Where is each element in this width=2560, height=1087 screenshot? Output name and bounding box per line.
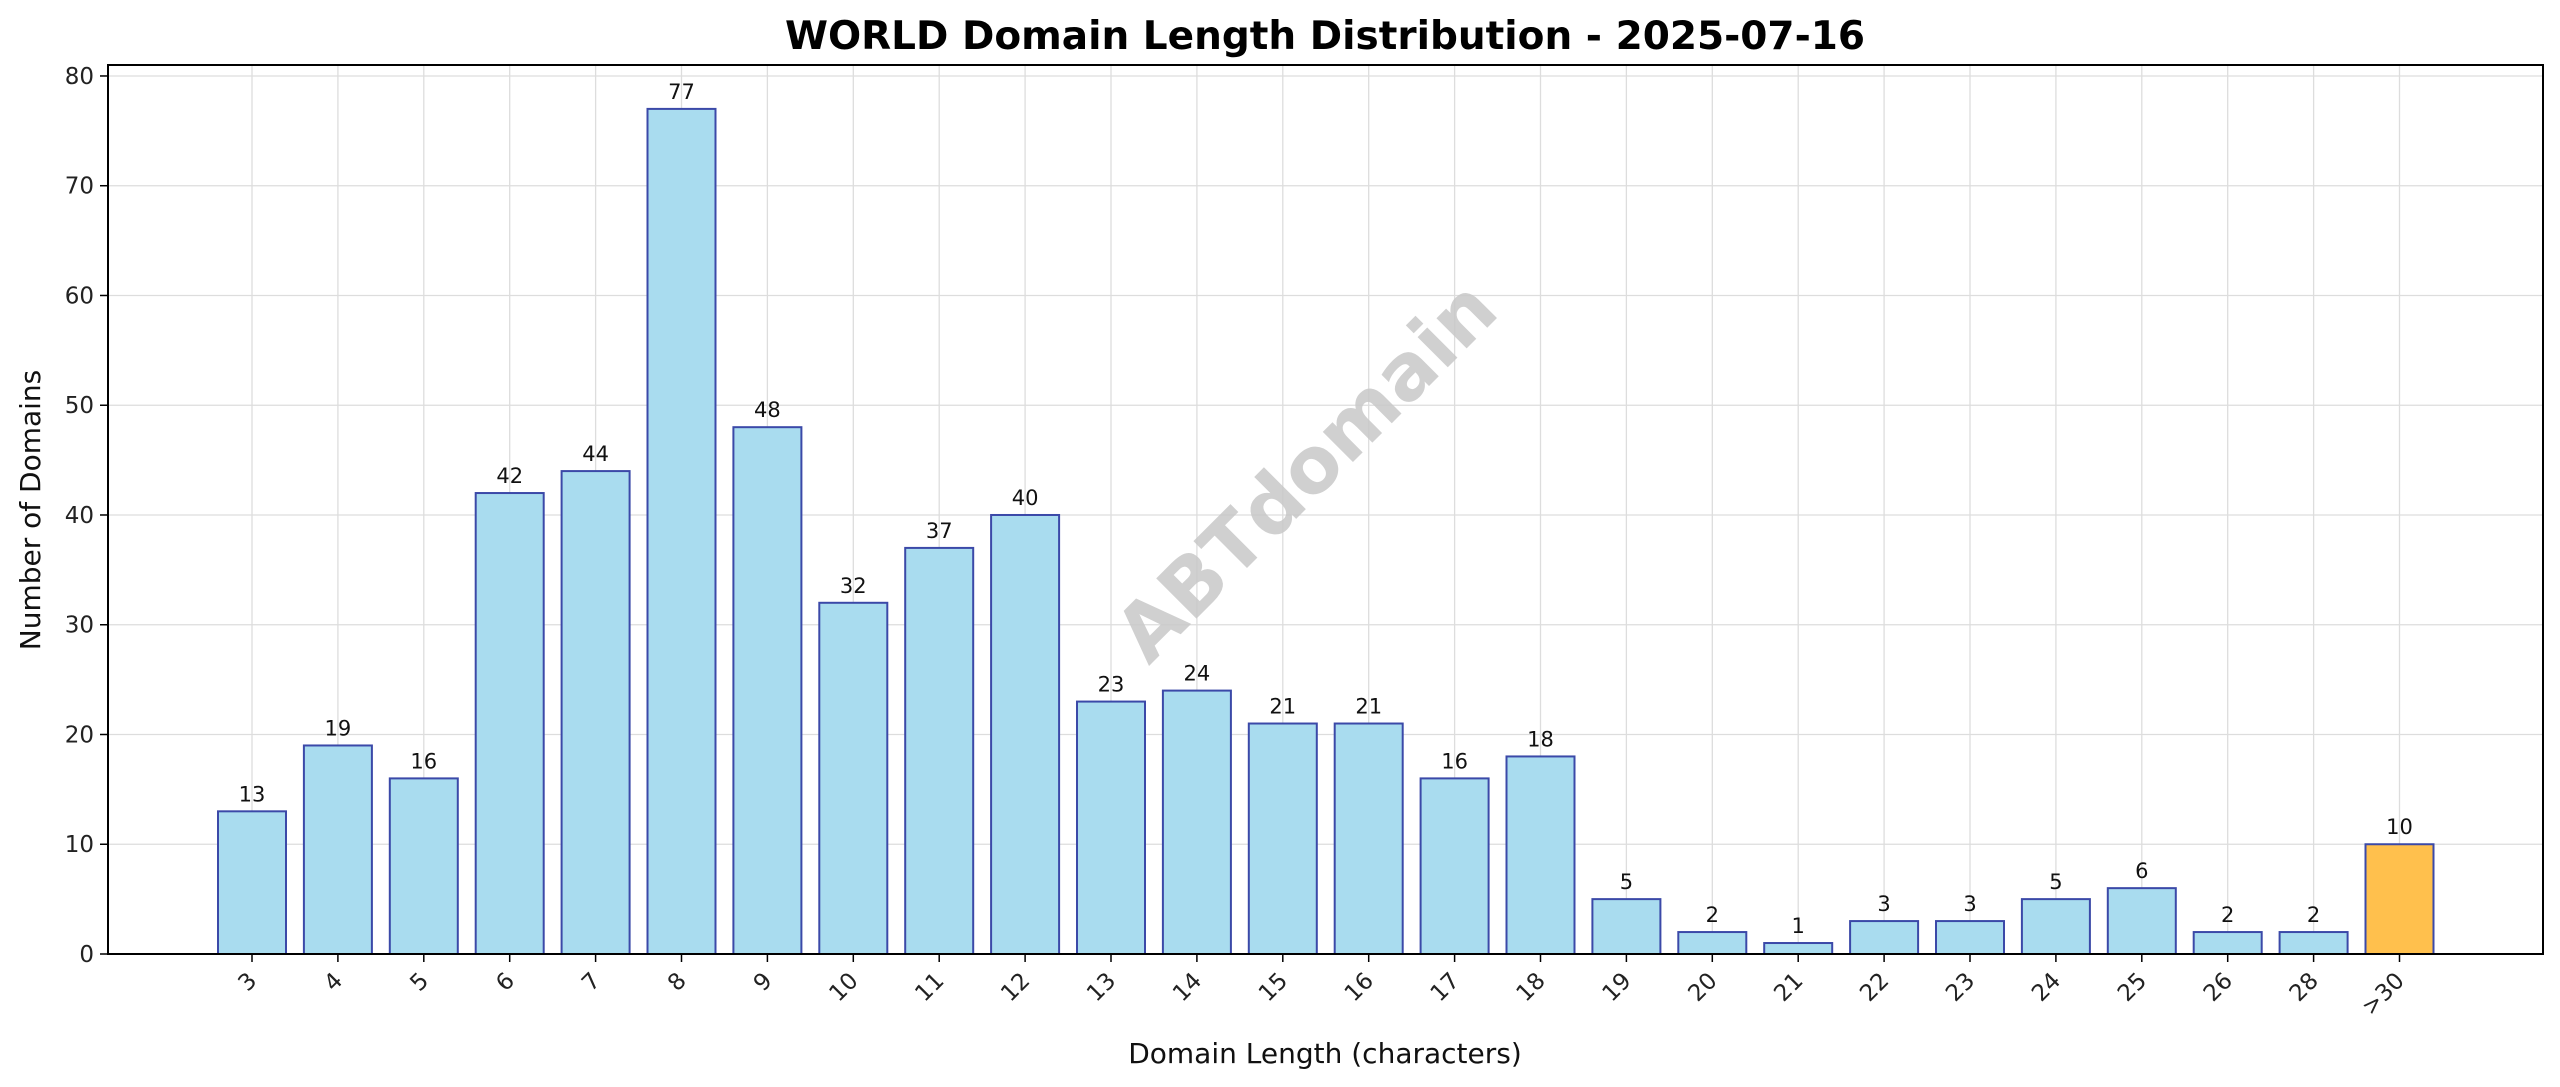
bar-value-label: 23 [1098, 673, 1125, 697]
bar-13 [1076, 700, 1146, 955]
bar-value-label: 1 [1792, 914, 1805, 938]
bar-value-label: 18 [1527, 727, 1554, 751]
plot-frame [107, 64, 2544, 955]
bar-4 [302, 744, 373, 955]
x-tick-label: 14 [1168, 968, 1207, 1007]
x-tick-label: 16 [1340, 968, 1379, 1007]
bar-9 [732, 426, 803, 955]
bar-22 [1849, 920, 1920, 956]
bar-value-label: 44 [582, 442, 609, 466]
x-tick-label: 10 [824, 968, 863, 1007]
bar-17 [1419, 777, 1490, 956]
x-tick-label: 3 [234, 968, 263, 997]
bar-value-label: 77 [668, 80, 695, 104]
bar-16 [1333, 722, 1404, 955]
y-tick-label: 10 [65, 832, 94, 858]
x-tick-label: 23 [1941, 968, 1980, 1007]
bar-26 [2192, 931, 2263, 955]
x-tick-label: 4 [319, 968, 348, 997]
bar-21 [1763, 942, 1834, 956]
bar-value-label: 10 [2386, 815, 2413, 839]
bar-value-label: 42 [496, 464, 523, 488]
y-tick-label: 20 [65, 722, 94, 748]
y-axis-ticks: 0 10 20 30 40 50 60 70 80 [65, 64, 108, 968]
bar-value-label: 21 [1355, 695, 1382, 719]
bar-value-label: 21 [1269, 695, 1296, 719]
bar-10 [818, 601, 889, 955]
x-tick-label: 7 [577, 968, 606, 997]
bar-18 [1505, 755, 1576, 956]
bar-28 [2278, 931, 2349, 955]
x-tick-label: 26 [2199, 968, 2238, 1007]
x-tick-label: 25 [2113, 968, 2152, 1007]
bar-value-label: 5 [2049, 870, 2062, 894]
bar-value-label: 3 [1877, 892, 1890, 916]
y-tick-label: 70 [65, 174, 94, 200]
bar-23 [1935, 920, 2005, 956]
bar-value-label: 16 [1441, 749, 1468, 773]
bar-value-label: 32 [840, 574, 867, 598]
bar-6 [474, 492, 545, 955]
bar-value-label: 6 [2135, 859, 2148, 883]
x-tick-label: 15 [1254, 968, 1293, 1007]
bar-value-label: 19 [325, 716, 352, 740]
chart-title: WORLD Domain Length Distribution - 2025-… [785, 14, 1865, 59]
bar-value-label: 16 [410, 749, 437, 773]
x-tick-label: 21 [1769, 968, 1808, 1007]
bar-value-label: 5 [1620, 870, 1633, 894]
bar-value-label: 13 [239, 782, 266, 806]
x-tick-label: 12 [996, 968, 1035, 1007]
watermark: ABTdomain [1099, 264, 1515, 680]
x-tick-label: 13 [1082, 968, 1121, 1007]
y-tick-label: 0 [79, 942, 94, 968]
x-tick-label: 9 [749, 968, 778, 997]
y-tick-label: 40 [65, 503, 94, 529]
bar-value-label: 24 [1184, 662, 1211, 686]
x-tick-label: 6 [491, 968, 520, 997]
bar-value-label: 2 [2221, 903, 2234, 927]
bar-8 [646, 107, 717, 955]
x-tick-label: 17 [1426, 968, 1465, 1007]
y-tick-label: 50 [65, 393, 94, 419]
x-axis-ticks: 3 4 5 6 7 8 9 10 11 12 13 14 15 16 17 18 19 20 21 22 23 24 25 2… [234, 954, 2410, 1021]
bar-24 [2020, 898, 2091, 956]
bar->30 [2364, 843, 2435, 955]
bar-value-label: 2 [2307, 903, 2320, 927]
x-tick-label: 24 [2027, 968, 2066, 1007]
bar-11 [904, 546, 975, 955]
y-axis-title: Number of Domains [14, 370, 47, 651]
bar-20 [1677, 931, 1748, 955]
x-tick-label: 5 [405, 968, 434, 997]
x-tick-label: 8 [663, 968, 692, 997]
bar-3 [217, 810, 287, 955]
bar-12 [990, 513, 1061, 956]
x-tick-label: 20 [1683, 968, 1722, 1007]
bar-value-label: 40 [1012, 486, 1039, 510]
bar-7 [560, 470, 631, 955]
x-axis-title: Domain Length (characters) [1128, 1037, 1522, 1070]
x-tick-label: 19 [1598, 968, 1637, 1007]
y-tick-label: 60 [65, 283, 94, 309]
bar-value-label: 48 [754, 398, 781, 422]
y-tick-label: 30 [65, 613, 94, 639]
bar-19 [1591, 898, 1662, 956]
bar-5 [388, 777, 459, 956]
bar-25 [2106, 887, 2177, 955]
bar-value-label: 2 [1706, 903, 1719, 927]
y-tick-label: 80 [65, 64, 94, 90]
x-tick-label: 11 [910, 968, 949, 1007]
x-tick-label: 28 [2285, 968, 2324, 1007]
x-tick-label: >30 [2357, 968, 2410, 1021]
bar-15 [1247, 722, 1318, 955]
x-tick-label: 22 [1855, 968, 1894, 1007]
bar-14 [1161, 689, 1232, 955]
x-tick-label: 18 [1512, 968, 1551, 1007]
bar-value-label: 37 [926, 519, 953, 543]
bar-value-label: 3 [1963, 892, 1976, 916]
